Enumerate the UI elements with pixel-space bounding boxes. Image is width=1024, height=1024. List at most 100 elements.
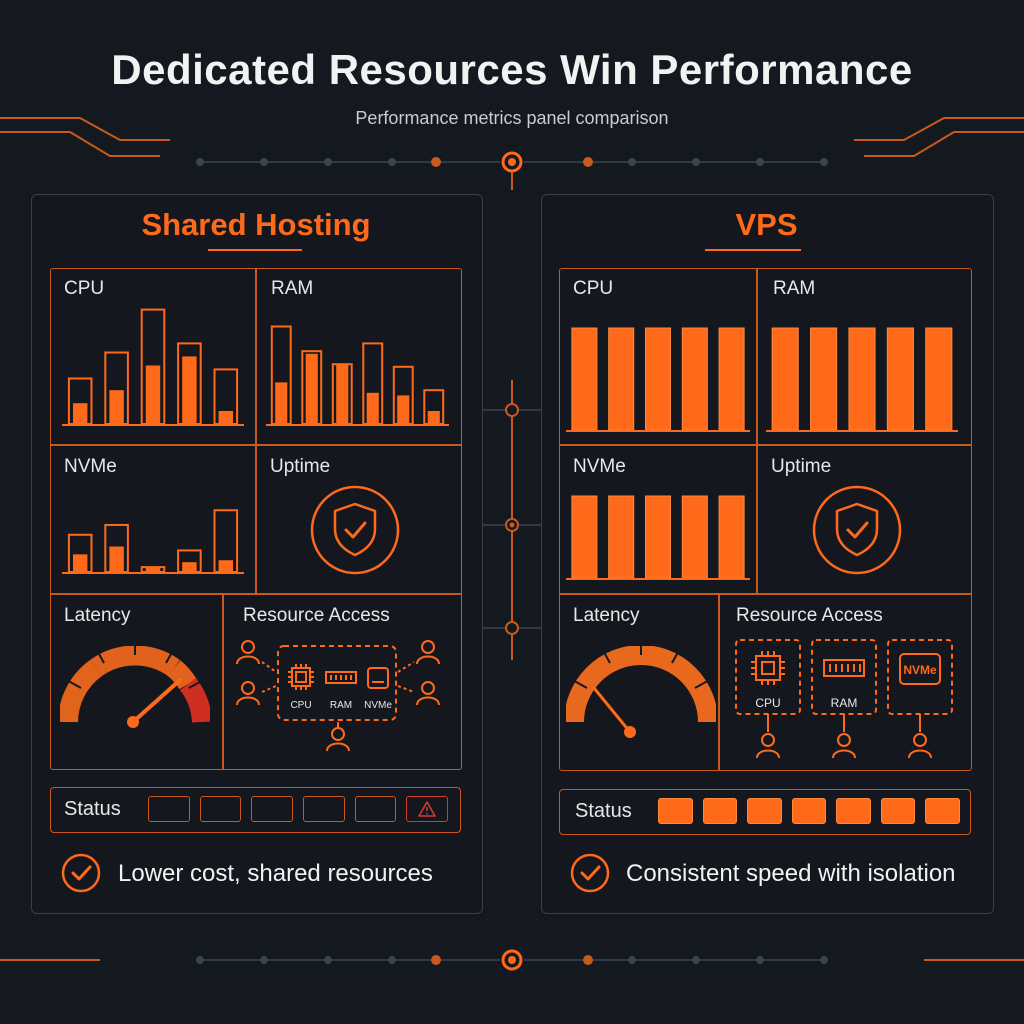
status-slot-active [836,798,871,824]
vps-resource-access-diagram: CPU RAM NVMe [735,639,953,759]
grid-divider [255,268,257,594]
page-subtitle: Performance metrics panel comparison [355,108,669,128]
nvme-bar-chart [566,495,750,580]
bar-fill [305,353,318,424]
warning-icon [418,801,436,817]
panel-title-shared: Shared Hosting [141,207,371,242]
status-slot-active [702,798,738,824]
status-slot-active [925,798,960,824]
shared-resource-access-diagram: CPU RAM NVMe [236,640,440,752]
bar-fill [218,411,234,424]
bar-fill [182,356,197,424]
bar [886,327,914,431]
speedometer-icon [60,646,210,728]
panel-title-underline [208,249,302,251]
grid-divider [756,268,758,594]
cpu-bar-chart [566,327,750,432]
bar-fill [275,382,288,424]
user-icon [908,733,932,759]
bar [718,327,745,431]
metrics-grid-vps [559,268,972,771]
bar-fill [109,390,124,424]
chip-label: CPU [755,696,780,710]
status-bar-vps [559,789,971,835]
panel-title-vps: VPS [735,207,798,242]
ram-label: RAM [773,278,816,299]
bar [571,495,598,579]
caption-shared: Lower cost, shared resources [118,860,433,887]
user-icon [236,640,260,665]
speedometer-icon [566,646,716,738]
user-icon [756,733,780,759]
status-slots [658,798,960,826]
bar-fill [72,554,88,572]
resource-access-label: Resource Access [243,605,390,626]
grid-divider [559,444,971,446]
bar-fill [145,567,161,572]
grid-divider [222,593,224,769]
chip-label: CPU [290,700,311,711]
chip-label: RAM [831,696,858,710]
status-slot-empty [354,796,397,822]
panel-title-underline [705,249,801,251]
grid-divider [559,593,971,595]
bar-fill [336,364,349,424]
nvme-label: NVMe [573,456,626,477]
cpu-chip-icon [288,664,314,690]
resource-access-label: Resource Access [736,605,883,626]
shield-check-icon [310,485,400,575]
ram-bar-chart [766,327,958,432]
bar [771,327,799,431]
nvme-label: NVMe [64,456,117,477]
grid-divider [718,593,720,770]
bar [644,495,672,579]
nvme-bar-chart [62,509,244,574]
status-label: Status [64,798,121,820]
check-circle-icon [61,853,101,893]
user-icon [416,640,440,665]
bar-fill [109,546,124,572]
chip-label: RAM [330,700,352,711]
bar [718,495,745,579]
page-title: Dedicated Resources Win Performance [111,46,913,93]
bar-fill [397,395,410,424]
status-bar-shared [50,787,461,833]
uptime-label: Uptime [270,456,331,477]
bar [848,327,876,431]
status-slot-empty [303,796,345,822]
status-slots [148,796,448,824]
bar [571,327,598,431]
cpu-bar-chart [62,308,244,426]
bar-fill [145,365,161,424]
ram-stick-icon [823,659,865,677]
check-circle-icon [570,853,610,893]
user-icon [832,733,856,759]
uptime-label: Uptime [771,456,832,477]
bar-fill [366,392,379,424]
status-slot-active [791,798,827,824]
status-slot-active [880,798,916,824]
bar-fill [218,560,234,572]
user-icon [326,727,350,752]
nvme-drive-icon [899,653,941,685]
status-slot-active [747,798,782,824]
ram-stick-icon [325,671,357,684]
ram-label: RAM [271,278,314,299]
cpu-chip-icon [751,651,785,685]
status-slot-empty [199,796,242,822]
bar [644,327,672,431]
shared-hosting-panel [31,194,483,914]
chip-label: NVMe [364,700,392,711]
bar [925,327,953,431]
status-label: Status [575,800,632,822]
shield-check-icon [812,485,902,575]
status-slot-active [658,798,693,824]
ram-bar-chart [266,325,449,426]
cpu-label: CPU [64,278,105,299]
bar-fill [72,403,88,424]
bar [810,327,838,431]
latency-label: Latency [64,605,131,626]
bar-fill [182,562,197,572]
cpu-label: CPU [573,278,614,299]
